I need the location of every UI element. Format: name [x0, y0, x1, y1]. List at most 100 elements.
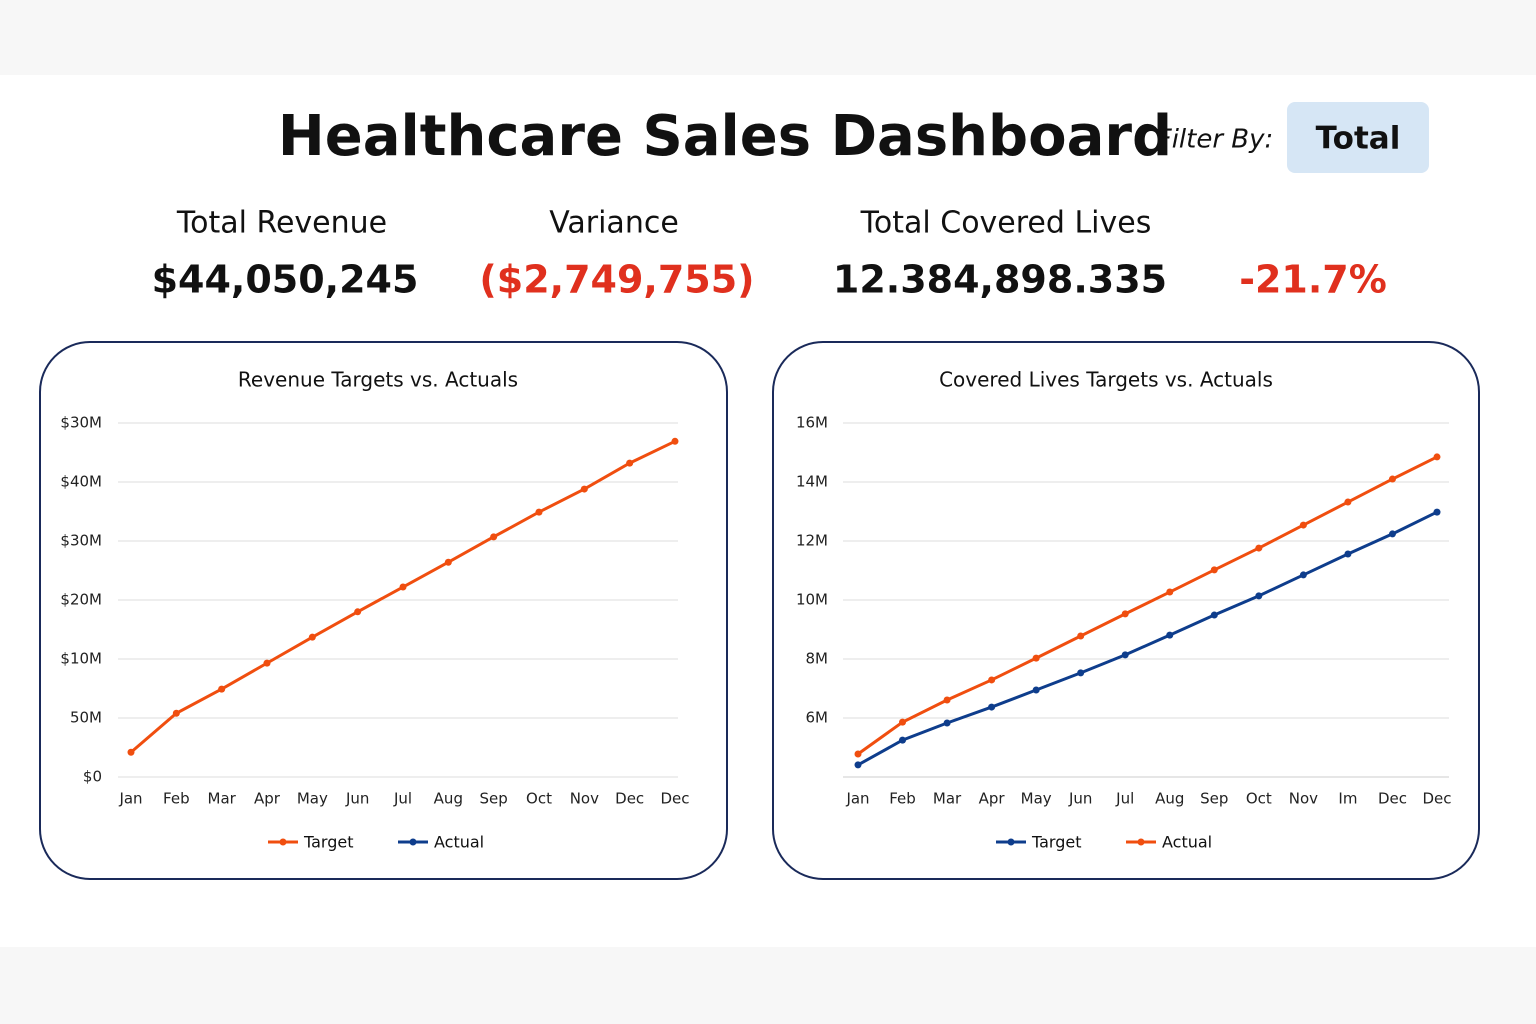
filter-value[interactable]: Total — [1316, 121, 1401, 157]
y-tick-label: 6M — [806, 709, 829, 727]
x-tick-label: Mar — [208, 790, 237, 808]
x-tick-label: Mar — [933, 790, 962, 808]
y-tick-label: $0 — [83, 768, 102, 786]
data-point — [172, 709, 180, 717]
data-point — [1433, 453, 1441, 461]
y-tick-label: $10M — [60, 650, 102, 668]
data-point — [1077, 669, 1085, 677]
legend-label: Target — [1031, 833, 1082, 852]
y-tick-label: 12M — [796, 532, 828, 550]
data-point — [1166, 588, 1174, 596]
x-tick-label: Oct — [526, 790, 552, 808]
x-tick-label: Jun — [345, 790, 369, 808]
y-tick-label: $30M — [60, 414, 102, 432]
data-point — [988, 703, 996, 711]
kpi-label: Variance — [549, 206, 679, 241]
x-tick-label: May — [1021, 790, 1052, 808]
kpi-label: Total Covered Lives — [860, 206, 1152, 241]
legend-swatch-dot — [1007, 838, 1015, 846]
data-point — [1210, 611, 1218, 619]
x-tick-label: Dec — [1378, 790, 1407, 808]
data-point — [854, 750, 862, 758]
x-tick-label: Jul — [393, 790, 412, 808]
kpi-value: ($2,749,755) — [479, 258, 754, 302]
data-line — [857, 455, 1438, 756]
data-point — [626, 459, 634, 467]
legend-swatch-dot — [1137, 838, 1145, 846]
data-point — [899, 718, 907, 726]
data-point — [671, 437, 679, 445]
data-point — [943, 719, 951, 727]
y-tick-label: 16M — [796, 414, 828, 432]
data-point — [308, 633, 316, 641]
x-tick-label: Dec — [1422, 790, 1451, 808]
x-tick-label: Im — [1338, 790, 1357, 808]
data-point — [354, 608, 362, 616]
data-point — [263, 659, 271, 667]
legend-label: Actual — [1162, 833, 1212, 852]
x-tick-label: Dec — [615, 790, 644, 808]
data-point — [1255, 592, 1263, 600]
x-tick-label: May — [297, 790, 328, 808]
data-point — [490, 533, 498, 541]
data-point — [1121, 651, 1129, 659]
x-tick-label: Nov — [570, 790, 599, 808]
x-tick-label: Nov — [1289, 790, 1318, 808]
y-tick-label: $30M — [60, 532, 102, 550]
data-point — [899, 736, 907, 744]
data-point — [1255, 544, 1263, 552]
x-tick-label: Jan — [118, 790, 142, 808]
x-tick-label: Jul — [1115, 790, 1134, 808]
chart-title: Revenue Targets vs. Actuals — [238, 368, 518, 392]
x-tick-label: Jun — [1068, 790, 1092, 808]
data-point — [399, 583, 407, 591]
data-point — [1433, 508, 1441, 516]
y-tick-label: $20M — [60, 591, 102, 609]
data-point — [218, 685, 226, 693]
x-tick-label: Aug — [1155, 790, 1184, 808]
x-tick-label: Sep — [1200, 790, 1228, 808]
y-tick-label: 8M — [806, 650, 829, 668]
filter-label: Filter By: — [1157, 125, 1274, 155]
y-tick-label: $40M — [60, 473, 102, 491]
legend-swatch-dot — [409, 838, 417, 846]
data-point — [1210, 566, 1218, 574]
x-tick-label: Feb — [163, 790, 190, 808]
data-point — [127, 748, 135, 756]
data-point — [1121, 610, 1129, 618]
data-point — [1344, 498, 1352, 506]
x-tick-label: Jan — [845, 790, 869, 808]
x-tick-label: Apr — [254, 790, 281, 808]
data-point — [1299, 571, 1307, 579]
data-line — [857, 510, 1438, 767]
variance-percent: -21.7% — [1239, 258, 1387, 302]
data-point — [943, 696, 951, 704]
y-tick-label: 14M — [796, 473, 828, 491]
data-point — [1032, 686, 1040, 694]
data-point — [1344, 550, 1352, 558]
x-tick-label: Sep — [480, 790, 508, 808]
kpi-label: Total Revenue — [176, 206, 387, 241]
y-tick-label: 10M — [796, 591, 828, 609]
x-tick-label: Feb — [889, 790, 916, 808]
legend-swatch-dot — [279, 838, 287, 846]
x-tick-label: Oct — [1246, 790, 1272, 808]
data-point — [1388, 530, 1396, 538]
data-point — [1388, 475, 1396, 483]
kpi-value: $44,050,245 — [152, 258, 419, 302]
kpi-value: 12.384,898.335 — [833, 258, 1167, 302]
data-point — [1032, 654, 1040, 662]
data-point — [535, 508, 543, 516]
x-tick-label: Dec — [660, 790, 689, 808]
chart-panel — [39, 341, 728, 880]
title: Healthcare Sales Dashboard — [278, 104, 1172, 169]
filter-button[interactable] — [1287, 102, 1429, 173]
x-tick-label: Aug — [434, 790, 463, 808]
legend-label: Actual — [434, 833, 484, 852]
data-point — [580, 485, 588, 493]
data-point — [1166, 631, 1174, 639]
legend-label: Target — [303, 833, 354, 852]
x-tick-label: Apr — [979, 790, 1006, 808]
